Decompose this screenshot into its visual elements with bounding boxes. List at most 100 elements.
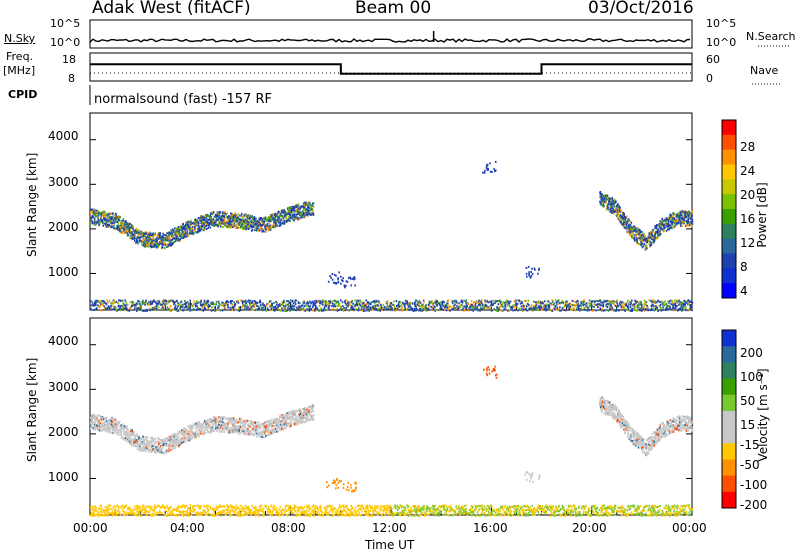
power-echo-point (252, 308, 255, 311)
power-echo-point (167, 299, 170, 302)
power-echo-point (357, 309, 360, 312)
power-echo-point (400, 307, 403, 310)
power-echo-point (439, 307, 442, 310)
power-echo-point (424, 308, 426, 311)
power-echo-point (353, 276, 356, 279)
velocity-echo-point (140, 449, 143, 452)
power-echo-point (342, 309, 345, 312)
power-echo-point (283, 209, 286, 212)
power-echo-point (250, 306, 253, 309)
power-echo-point (129, 234, 132, 237)
power-echo-point (646, 247, 648, 250)
power-echo-point (691, 210, 694, 213)
power-echo-point (120, 221, 123, 224)
power-echo-point (149, 238, 151, 241)
power-echo-point (606, 194, 609, 197)
power-echo-point (684, 307, 687, 310)
power-echo-point (328, 301, 330, 304)
power-echo-point (349, 301, 351, 304)
power-echo-point (206, 301, 208, 304)
power-echo-point (676, 216, 678, 219)
power-echo-point (628, 303, 631, 306)
power-echo-point (600, 202, 603, 205)
power-colorbar-frame (721, 119, 737, 299)
power-echo-point (648, 236, 650, 239)
power-echo-point (373, 307, 376, 310)
power-echo-point (193, 223, 196, 226)
power-echo-point (392, 303, 394, 306)
power-echo-point (159, 233, 161, 236)
velocity-echo-point (136, 434, 138, 437)
power-echo-point (187, 308, 189, 311)
power-echo-point (138, 308, 140, 311)
power-echo-point (432, 302, 435, 305)
power-echo-point (276, 224, 279, 227)
power-echo-point (471, 306, 473, 309)
power-echo-point (207, 218, 210, 221)
power-echo-point (113, 308, 115, 311)
power-echo-point (436, 303, 439, 306)
power-echo-point (500, 309, 503, 312)
power-echo-point (167, 307, 169, 310)
power-echo-point (251, 215, 253, 218)
power-echo-point (123, 306, 125, 308)
power-echo-point (301, 216, 304, 218)
power-echo-point (211, 303, 213, 305)
power-echo-point (245, 215, 248, 218)
velocity-echo-point (94, 425, 97, 428)
power-echo-point (652, 241, 655, 244)
power-echo-point (103, 216, 105, 219)
velocity-echo-point (138, 436, 141, 439)
power-echo-point (184, 302, 187, 305)
power-echo-point (650, 243, 653, 246)
power-echo-point (117, 302, 120, 305)
power-echo-point (165, 243, 168, 246)
power-echo-point (531, 267, 533, 270)
power-echo-point (149, 301, 151, 304)
power-echo-point (307, 302, 310, 305)
power-echo-point (294, 309, 296, 311)
power-echo-point (357, 299, 360, 302)
velocity-echo-point (90, 425, 92, 428)
power-echo-point (679, 223, 682, 226)
power-echo-point (614, 304, 617, 307)
power-echo-point (177, 226, 180, 229)
power-echo-point (90, 212, 92, 215)
power-echo-point (495, 300, 498, 303)
power-echo-point (303, 215, 306, 218)
power-echo-point (227, 303, 229, 306)
velocity-echo-point (94, 417, 97, 419)
power-echo-point (487, 167, 489, 170)
velocity-echo-point (90, 414, 93, 417)
velocity-echo-point (136, 440, 138, 443)
power-echo-point (635, 302, 637, 305)
power-echo-point (513, 300, 516, 303)
power-echo-point (599, 307, 602, 310)
power-echo-point (105, 303, 108, 306)
velocity-echo-point (139, 450, 142, 453)
power-echo-point (441, 308, 443, 311)
power-echo-point (182, 231, 184, 233)
power-echo-point (315, 301, 318, 304)
power-ytick: 1000 (48, 265, 79, 279)
power-echo-point (359, 304, 362, 307)
power-echo-point (211, 306, 214, 309)
power-echo-point (95, 302, 97, 305)
power-echo-point (641, 309, 643, 312)
velocity-echo-point (90, 427, 92, 430)
power-echo-point (368, 310, 370, 312)
power-echo-point (612, 199, 615, 202)
power-echo-point (178, 303, 180, 306)
power-echo-point (340, 275, 342, 278)
power-echo-point (572, 309, 575, 312)
power-echo-point (328, 304, 331, 307)
power-echo-point (92, 303, 94, 306)
power-echo-point (655, 305, 658, 307)
power-echo-point (290, 209, 292, 212)
power-echo-point (569, 303, 572, 306)
power-echo-point (251, 219, 253, 222)
power-echo-point (291, 210, 293, 213)
power-echo-point (665, 229, 668, 232)
power-echo-point (691, 218, 694, 221)
power-echo-point (144, 303, 146, 306)
